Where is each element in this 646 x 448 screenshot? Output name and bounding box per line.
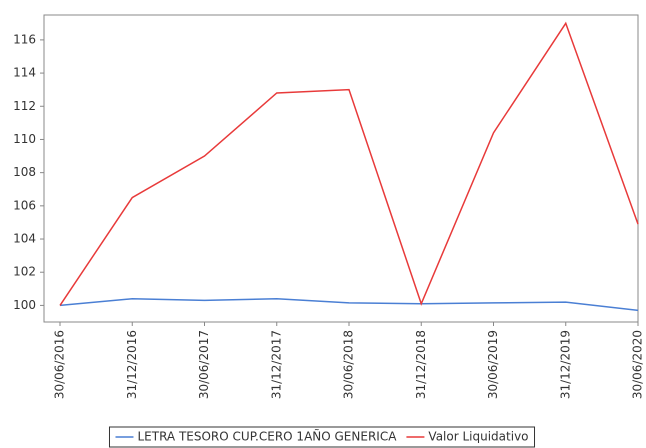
- legend-box: [108, 426, 536, 448]
- x-tick-label: 31/12/2016: [125, 330, 139, 399]
- series-line: [59, 21, 639, 306]
- legend-label: Valor Liquidativo: [428, 430, 528, 444]
- y-tick-label: 114: [13, 66, 36, 80]
- series-line: [59, 298, 639, 312]
- x-tick-label: 30/06/2019: [486, 330, 500, 399]
- x-tick-label: 30/06/2018: [342, 330, 356, 399]
- y-tick-label: 102: [13, 265, 36, 279]
- x-tick-label: 31/12/2019: [558, 330, 572, 399]
- y-tick-label: 100: [13, 298, 36, 312]
- y-tick-label: 110: [13, 132, 36, 146]
- y-tick-label: 106: [13, 198, 36, 212]
- y-tick-label: 112: [13, 99, 36, 113]
- x-tick-label: 31/12/2017: [269, 330, 283, 399]
- plot-frame: [43, 14, 639, 323]
- y-tick-label: 116: [13, 32, 36, 46]
- x-tick-label: 30/06/2017: [197, 330, 211, 399]
- x-tick-label: 31/12/2018: [414, 330, 428, 399]
- legend-label: LETRA TESORO CUP.CERO 1AÑO GENERICA: [137, 429, 397, 444]
- legend: LETRA TESORO CUP.CERO 1AÑO GENERICA Valor…: [108, 426, 536, 448]
- x-tick-label: 30/06/2020: [631, 330, 645, 399]
- y-tick-label: 108: [13, 165, 36, 179]
- x-tick-label: 30/06/2016: [53, 330, 67, 399]
- y-tick-label: 104: [13, 232, 36, 246]
